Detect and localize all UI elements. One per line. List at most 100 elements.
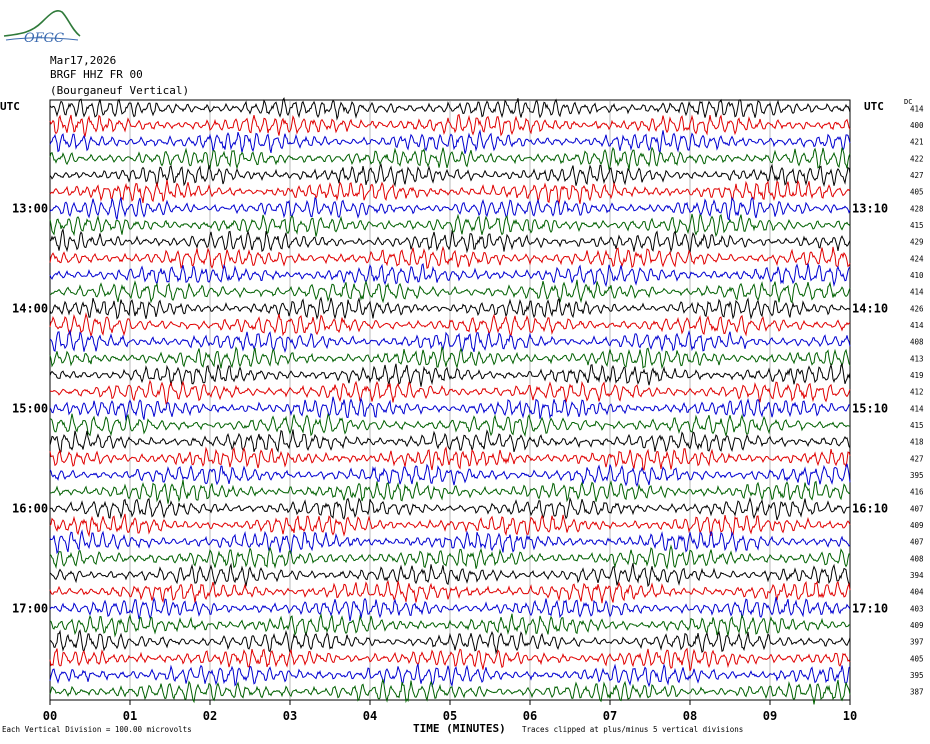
right-time-label: 16:10 [852,501,888,515]
dc-offset-label: 429 [910,238,924,247]
dc-offset-label: 409 [910,621,924,630]
x-tick-label: 03 [283,709,297,723]
x-tick-label: 07 [603,709,617,723]
seismic-trace [49,562,851,588]
seismic-trace [49,146,851,171]
seismic-trace [49,544,851,570]
seismic-trace [49,679,851,705]
seismic-trace [49,579,851,604]
dc-offset-label: 395 [910,471,924,480]
dc-offset-label: 394 [910,571,924,580]
dc-offset-label: 405 [910,188,924,197]
seismic-trace [49,379,851,405]
dc-offset-label: 422 [910,154,924,163]
seismic-trace [49,163,851,188]
seismic-trace [49,346,851,370]
dc-offset-label: 416 [910,488,924,497]
dc-offset-label: 387 [910,688,924,697]
clip-note: Traces clipped at plus/minus 5 vertical … [522,725,744,734]
dc-offset-label: 395 [910,671,924,680]
ofgc-logo: OFGC [3,9,81,46]
dc-offset-label: 403 [910,604,924,613]
left-time-label: 17:00 [12,601,48,615]
logo-text: OFGC [24,31,64,46]
station-location: (Bourganeuf Vertical) [50,84,190,97]
x-tick-label: 05 [443,709,457,723]
seismic-trace [49,463,851,488]
x-tick-label: 00 [43,709,57,723]
right-time-label: 13:10 [852,201,888,215]
dc-offset-label: 412 [910,388,924,397]
seismic-trace [49,97,851,121]
seismic-trace [49,328,851,354]
dc-offset-label: 407 [910,504,924,513]
dc-offset-label: 408 [910,554,924,563]
seismic-trace [49,529,851,555]
seismic-trace [49,413,851,438]
dc-offset-label: 428 [910,204,924,213]
seismic-trace [49,596,851,622]
left-time-label: 13:00 [12,201,48,215]
left-time-label: 14:00 [12,301,48,315]
seismic-trace [49,496,851,521]
dc-offset-label: 424 [910,254,924,263]
chart-date: Mar17,2026 [50,54,117,67]
seismic-trace [49,479,851,504]
seismic-trace [49,213,851,238]
seismic-trace [49,362,851,387]
dc-offset-label: 405 [910,654,924,663]
seismic-trace [49,513,851,538]
x-tick-label: 02 [203,709,217,723]
dc-offset-label: 414 [910,404,924,413]
dc-offset-label: 397 [910,638,924,647]
dc-offset-label: 421 [910,138,924,147]
seismic-trace [49,612,850,638]
dc-offset-label: 414 [910,104,924,113]
left-time-label: 15:00 [12,401,48,415]
seismic-trace [49,312,851,338]
right-time-label: 17:10 [852,601,888,615]
x-tick-label: 08 [683,709,697,723]
x-tick-label: 06 [523,709,537,723]
seismic-trace [49,129,851,155]
scale-note: Each Vertical Division = 100.00 microvol… [2,725,192,734]
x-tick-label: 10 [843,709,857,723]
x-tick-label: 09 [763,709,777,723]
dc-offset-label: 414 [910,321,924,330]
x-tick-label: 01 [123,709,137,723]
dc-offset-label: 415 [910,221,924,230]
station-id: BRGF HHZ FR 00 [50,68,143,81]
seismic-trace [49,262,851,288]
seismic-trace [49,245,851,270]
seismic-trace [49,279,851,304]
dc-label: DC [904,98,913,106]
x-axis-label: TIME (MINUTES) [413,722,506,735]
dc-offset-label: 415 [910,421,924,430]
dc-offset-label: 419 [910,371,924,380]
seismic-trace [49,179,851,205]
dc-offset-label: 407 [910,538,924,547]
seismic-trace [49,296,851,321]
seismic-trace [49,446,851,471]
seismic-trace [49,196,851,221]
dc-offset-label: 404 [910,588,924,597]
utc-right-label: UTC [864,100,884,113]
dc-offset-label: 400 [910,121,924,130]
right-time-label: 14:10 [852,301,888,315]
seismic-trace [49,396,851,421]
dc-offset-label: 426 [910,304,924,313]
dc-offset-label: 408 [910,338,924,347]
seismic-trace [49,629,851,655]
dc-offset-label: 413 [910,354,924,363]
seismic-trace [49,663,851,688]
seismic-trace [49,113,851,137]
dc-offset-label: 418 [910,438,924,447]
seismic-trace [49,429,851,454]
dc-offset-label: 427 [910,171,924,180]
x-tick-label: 04 [363,709,377,723]
seismic-trace [49,647,851,672]
dc-offset-label: 410 [910,271,924,280]
left-time-label: 16:00 [12,501,48,515]
dc-offset-label: 427 [910,454,924,463]
